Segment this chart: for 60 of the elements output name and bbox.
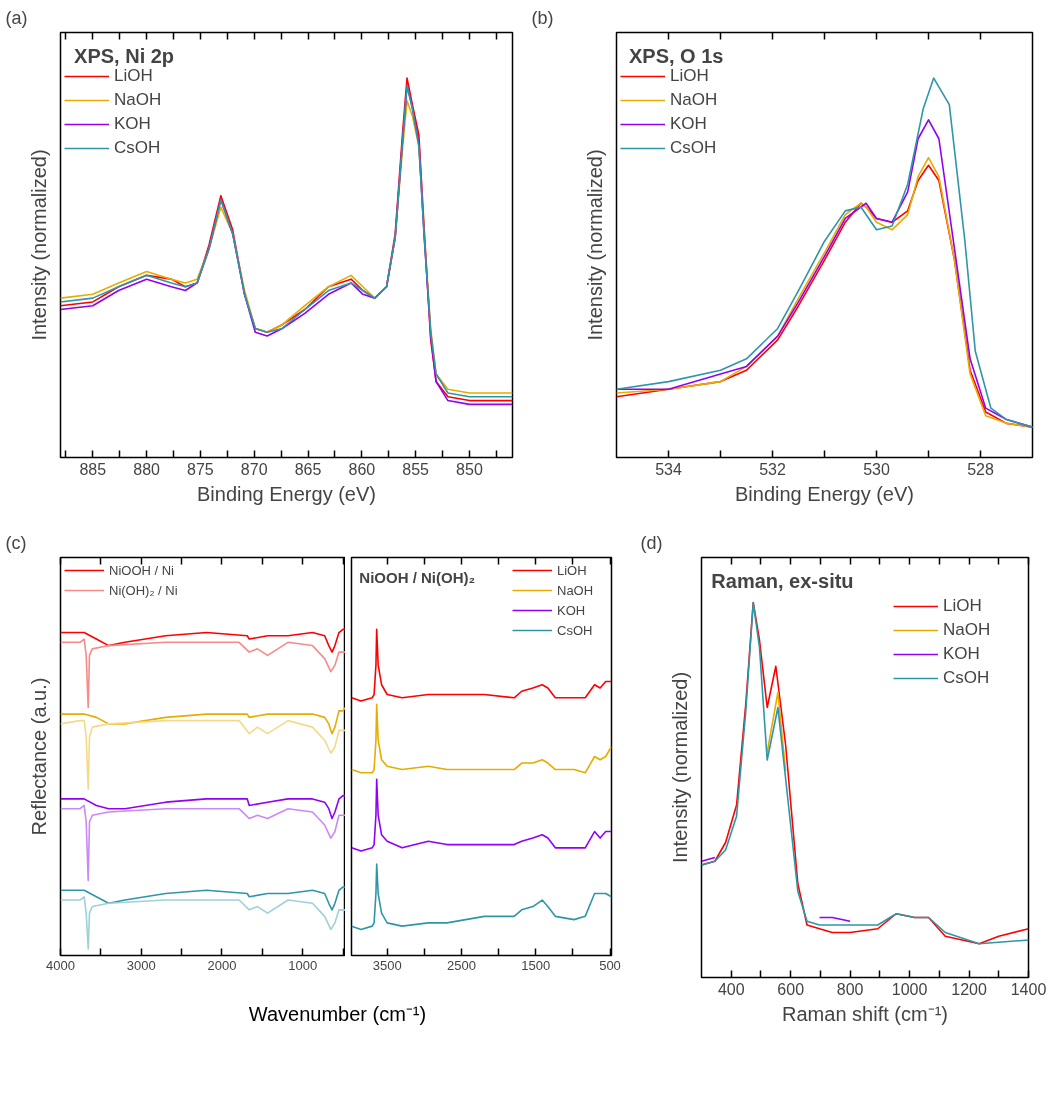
legend-label: NaOH (557, 581, 594, 599)
x-tick-label: 850 (456, 460, 483, 478)
x-tick-label: 3500 (372, 957, 402, 973)
x-tick-label: 875 (187, 460, 214, 478)
legend-label: NiOOH / Ni (109, 561, 174, 579)
chart-title: XPS, O 1s (628, 45, 724, 68)
x-tick-label: 860 (348, 460, 376, 478)
legend-label: LiOH (114, 66, 153, 87)
x-tick-label: 534 (655, 460, 682, 478)
legend-label: KOH (670, 113, 707, 135)
x-tick-label: 4000 (46, 957, 75, 973)
x-tick-label: 2000 (207, 957, 237, 973)
x-axis-title: Wavenumber (cm⁻¹) (248, 1002, 427, 1027)
legend-label: CsOH (557, 621, 593, 639)
x-tick-label: 1400 (1010, 980, 1047, 998)
legend-label: CsOH (943, 667, 990, 689)
legend-label: LiOH (670, 66, 709, 87)
text: (a) (5, 7, 28, 28)
legend-label: KOH (943, 643, 980, 665)
legend-label: CsOH (670, 137, 717, 159)
legend-label: LiOH (557, 561, 587, 579)
x-axis-title: Binding Energy (eV) (197, 482, 376, 505)
x-tick-label: 1200 (951, 980, 987, 998)
x-tick-label: 1000 (891, 980, 928, 998)
legend-label: LiOH (943, 595, 982, 617)
text: (b) (531, 7, 554, 28)
x-axis-title: Raman shift (cm⁻¹) (782, 1002, 948, 1025)
y-axis-title: Intensity (normalized) (583, 149, 606, 341)
x-tick-label: 528 (967, 460, 994, 478)
x-tick-label: 885 (79, 460, 107, 478)
legend-label: KOH (557, 601, 586, 619)
chart-title: XPS, Ni 2p (74, 45, 175, 68)
chart-title: Raman, ex-situ (711, 570, 854, 593)
y-axis-title: Intensity (normalized) (668, 671, 691, 864)
x-tick-label: 500 (599, 957, 621, 973)
legend-label: NaOH (114, 89, 162, 111)
legend-label: NaOH (943, 619, 991, 641)
legend-label: KOH (114, 113, 151, 135)
x-tick-label: 800 (836, 980, 864, 998)
chart-title: NiOOH / Ni(OH)₂ (359, 569, 476, 587)
x-tick-label: 3000 (126, 957, 156, 973)
text: (d) (640, 532, 663, 553)
x-tick-label: 532 (759, 460, 786, 478)
x-tick-label: 855 (402, 460, 430, 478)
x-tick-label: 2500 (446, 957, 476, 973)
x-tick-label: 600 (777, 980, 805, 998)
x-tick-label: 1500 (521, 957, 551, 973)
x-tick-label: 530 (863, 460, 890, 478)
x-tick-label: 400 (717, 980, 745, 998)
y-axis-title: Intensity (normalized) (27, 149, 50, 341)
x-tick-label: 865 (294, 460, 322, 478)
x-tick-label: 870 (240, 460, 268, 478)
x-axis-title: Binding Energy (eV) (735, 482, 914, 505)
y-axis-title: Reflectance (a.u.) (27, 677, 50, 836)
legend-label: Ni(OH)₂ / Ni (109, 581, 178, 599)
legend-label: CsOH (114, 137, 161, 159)
text: (c) (5, 532, 27, 553)
x-tick-label: 1000 (288, 957, 318, 973)
legend-label: NaOH (670, 89, 718, 111)
x-tick-label: 880 (133, 460, 161, 478)
